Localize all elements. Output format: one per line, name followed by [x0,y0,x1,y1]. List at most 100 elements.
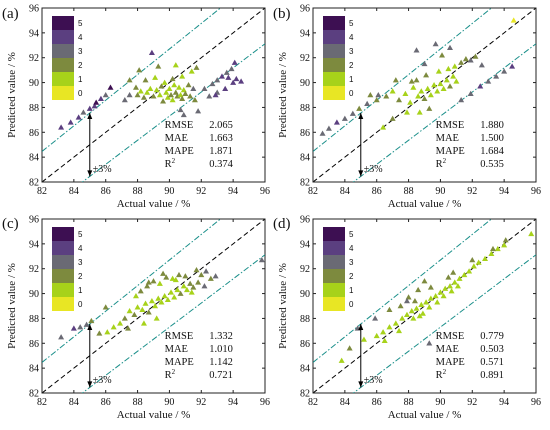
data-point [137,88,144,94]
data-point [93,99,100,105]
x-tick-label: 82 [308,186,318,197]
data-point [140,94,147,100]
data-point [207,275,214,281]
data-point [177,106,184,113]
colorbar-label: 1 [349,75,354,84]
x-tick-label: 94 [228,397,238,408]
data-point [421,95,428,101]
data-point [462,55,469,62]
data-point [185,82,192,88]
stat-label: MAE [165,133,188,144]
colorbar-swatch [52,72,74,86]
colorbar: 5 4 3 2 1 0 [52,16,83,100]
data-point [139,306,146,312]
data-point [75,114,82,120]
colorbar-label: 5 [349,19,354,28]
data-point [97,95,104,101]
data-point [198,271,205,278]
x-tick-label: 92 [196,397,206,408]
data-point [341,115,348,121]
colorbar-swatch [52,44,74,58]
x-tick-label: 88 [133,397,143,408]
data-point [451,279,458,285]
data-point [121,96,128,103]
data-point [437,289,444,295]
colorbar-label: 1 [78,75,83,84]
stat-value: 1.500 [480,133,504,144]
data-point [427,295,434,301]
colorbar-label: 1 [78,286,83,295]
x-axis-label: Actual value / % [388,409,462,421]
data-point [212,92,219,98]
upper-3pct-line [42,8,222,152]
data-point [467,90,474,97]
data-point [179,95,186,101]
data-point [392,77,399,83]
data-point [164,296,171,303]
x-tick-label: 84 [340,397,350,408]
stat-value: 0.503 [480,344,504,355]
data-point [466,268,473,274]
colorbar-label: 4 [78,244,83,253]
data-point [392,320,399,326]
data-point [448,288,455,294]
x-tick-label: 94 [499,397,509,408]
x-tick-label: 84 [69,186,79,197]
colorbar-swatch [323,255,345,269]
data-point [125,325,132,331]
stat-value: 1.684 [480,146,504,157]
data-point [453,78,460,84]
data-point [416,109,423,115]
data-point [150,93,157,99]
colorbar-swatch [323,283,345,297]
data-point [443,77,450,83]
data-point [373,332,380,339]
data-point [415,286,422,293]
data-point [193,266,200,273]
data-point [131,311,138,317]
data-point [367,92,374,98]
data-point [411,298,418,304]
arrow-head-down [358,170,364,177]
stat-value: 1.010 [209,344,233,355]
data-point [421,278,428,284]
y-tick-label: 84 [29,153,39,164]
data-point [190,85,197,92]
data-point [421,60,428,67]
data-point [458,96,465,103]
colorbar-label: 0 [349,89,354,98]
data-point [174,286,181,293]
data-point [144,89,151,95]
colorbar-label: 2 [78,272,83,281]
data-point [155,63,162,69]
colorbar-swatch [52,297,74,311]
data-point [195,108,202,114]
band-label: ±3% [93,375,112,386]
band-label: ±3% [364,164,383,175]
colorbar-label: 3 [78,258,83,267]
data-point [427,92,434,98]
colorbar-label: 0 [78,300,83,309]
colorbar-label: 2 [349,272,354,281]
data-point [528,230,535,237]
data-point [193,64,200,70]
stat-value: 0.535 [480,159,504,170]
y-axis-label: Predicted value / % [6,52,18,138]
data-point [191,96,198,103]
data-point [177,290,184,296]
data-points [338,230,535,363]
data-point [190,284,197,290]
data-point [209,80,216,87]
y-tick-label: 96 [300,4,310,15]
data-point [373,96,380,103]
x-tick-label: 88 [404,397,414,408]
data-point [172,62,179,68]
data-point [478,62,485,68]
x-tick-label: 94 [499,186,509,197]
stat-value: 2.065 [209,120,233,131]
data-point [509,63,516,69]
colorbar-label: 4 [349,33,354,42]
x-tick-label: 88 [133,186,143,197]
y-tick-label: 94 [29,28,39,39]
data-point [231,59,238,65]
